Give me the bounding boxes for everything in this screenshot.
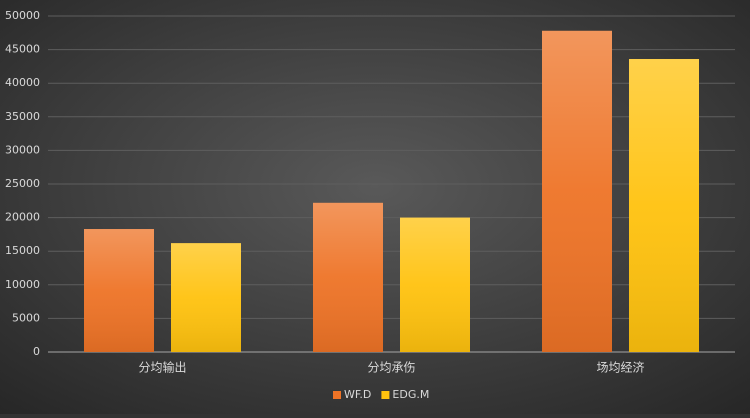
- legend-label: EDG.M: [392, 388, 429, 401]
- bar-sheen: [400, 217, 470, 352]
- legend-label: WF.D: [344, 388, 371, 401]
- x-tick-label: 分均输出: [138, 360, 186, 375]
- legend-swatch: [333, 391, 341, 399]
- y-tick-label: 0: [33, 345, 40, 358]
- y-tick-label: 10000: [5, 278, 40, 291]
- y-tick-label: 25000: [5, 177, 40, 190]
- bar-sheen: [629, 59, 699, 353]
- bar-sheen: [542, 30, 612, 353]
- legend-swatch: [381, 391, 390, 399]
- x-tick-label: 场均经济: [596, 360, 644, 375]
- y-tick-label: 45000: [5, 43, 40, 56]
- y-tick-label: 15000: [5, 244, 40, 257]
- bar-sheen: [171, 243, 241, 352]
- bar-sheen: [84, 229, 154, 352]
- y-tick-label: 50000: [5, 9, 40, 22]
- y-tick-label: 20000: [5, 211, 40, 224]
- y-tick-label: 30000: [5, 143, 40, 156]
- x-tick-label: 分均承伤: [367, 361, 415, 375]
- y-tick-label: 40000: [5, 76, 40, 89]
- bar-sheen: [313, 202, 383, 352]
- y-tick-label: 5000: [12, 311, 40, 324]
- y-tick-label: 35000: [5, 110, 40, 123]
